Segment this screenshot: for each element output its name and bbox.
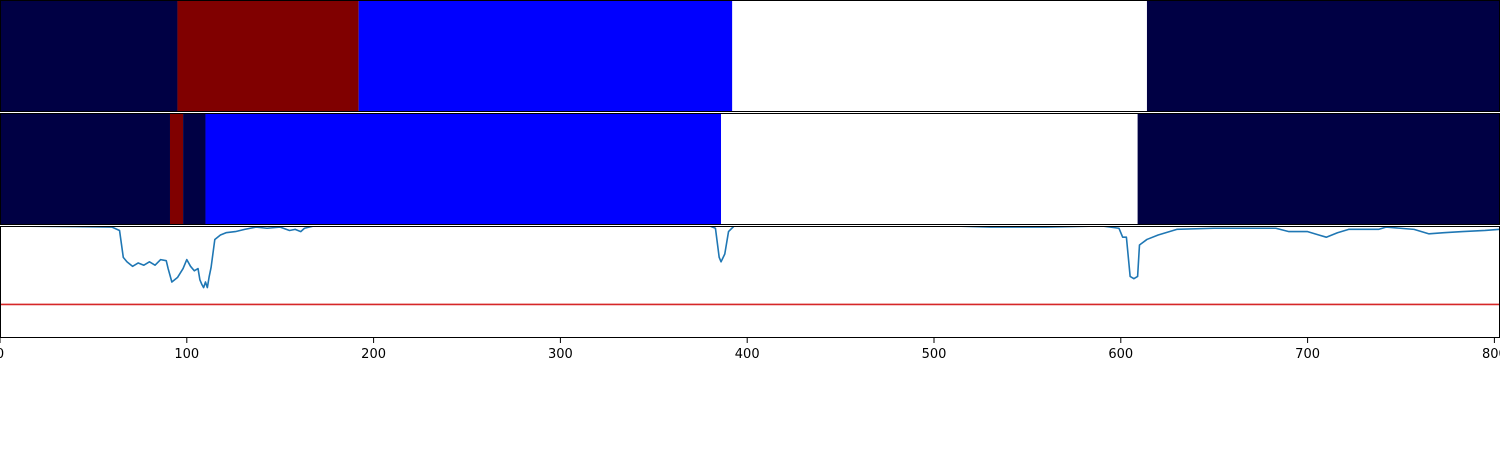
segment-1-5 bbox=[1137, 113, 1500, 225]
x-tick-label: 500 bbox=[922, 347, 947, 362]
confidence-line bbox=[0, 226, 1500, 289]
x-tick-label: 300 bbox=[548, 347, 573, 362]
x-tick-label: 700 bbox=[1295, 347, 1320, 362]
segment-0-3 bbox=[732, 0, 1147, 112]
x-tick-label: 0 bbox=[0, 347, 4, 362]
x-tick-label: 800 bbox=[1482, 347, 1500, 362]
segment-1-4 bbox=[721, 113, 1138, 225]
segment-0-1 bbox=[177, 0, 359, 112]
segment-0-2 bbox=[358, 0, 733, 112]
segment-0-0 bbox=[0, 0, 178, 112]
segment-1-0 bbox=[0, 113, 170, 225]
x-tick-label: 600 bbox=[1108, 347, 1133, 362]
x-axis: 0 100 200 300 400 500 600 700 800 bbox=[0, 338, 1500, 362]
x-tick-label: 100 bbox=[174, 347, 199, 362]
confidence-panel bbox=[0, 226, 1500, 338]
segment-1-2 bbox=[183, 113, 206, 225]
predicted-panel bbox=[0, 113, 1500, 225]
panel-frame bbox=[0, 226, 1500, 338]
x-tick-label: 200 bbox=[361, 347, 386, 362]
segment-0-4 bbox=[1146, 0, 1500, 112]
segment-1-3 bbox=[205, 113, 722, 225]
x-tick-label: 400 bbox=[735, 347, 760, 362]
segment-1-1 bbox=[169, 113, 184, 225]
ground-truth-panel bbox=[0, 0, 1500, 112]
plot-area bbox=[0, 226, 1500, 306]
